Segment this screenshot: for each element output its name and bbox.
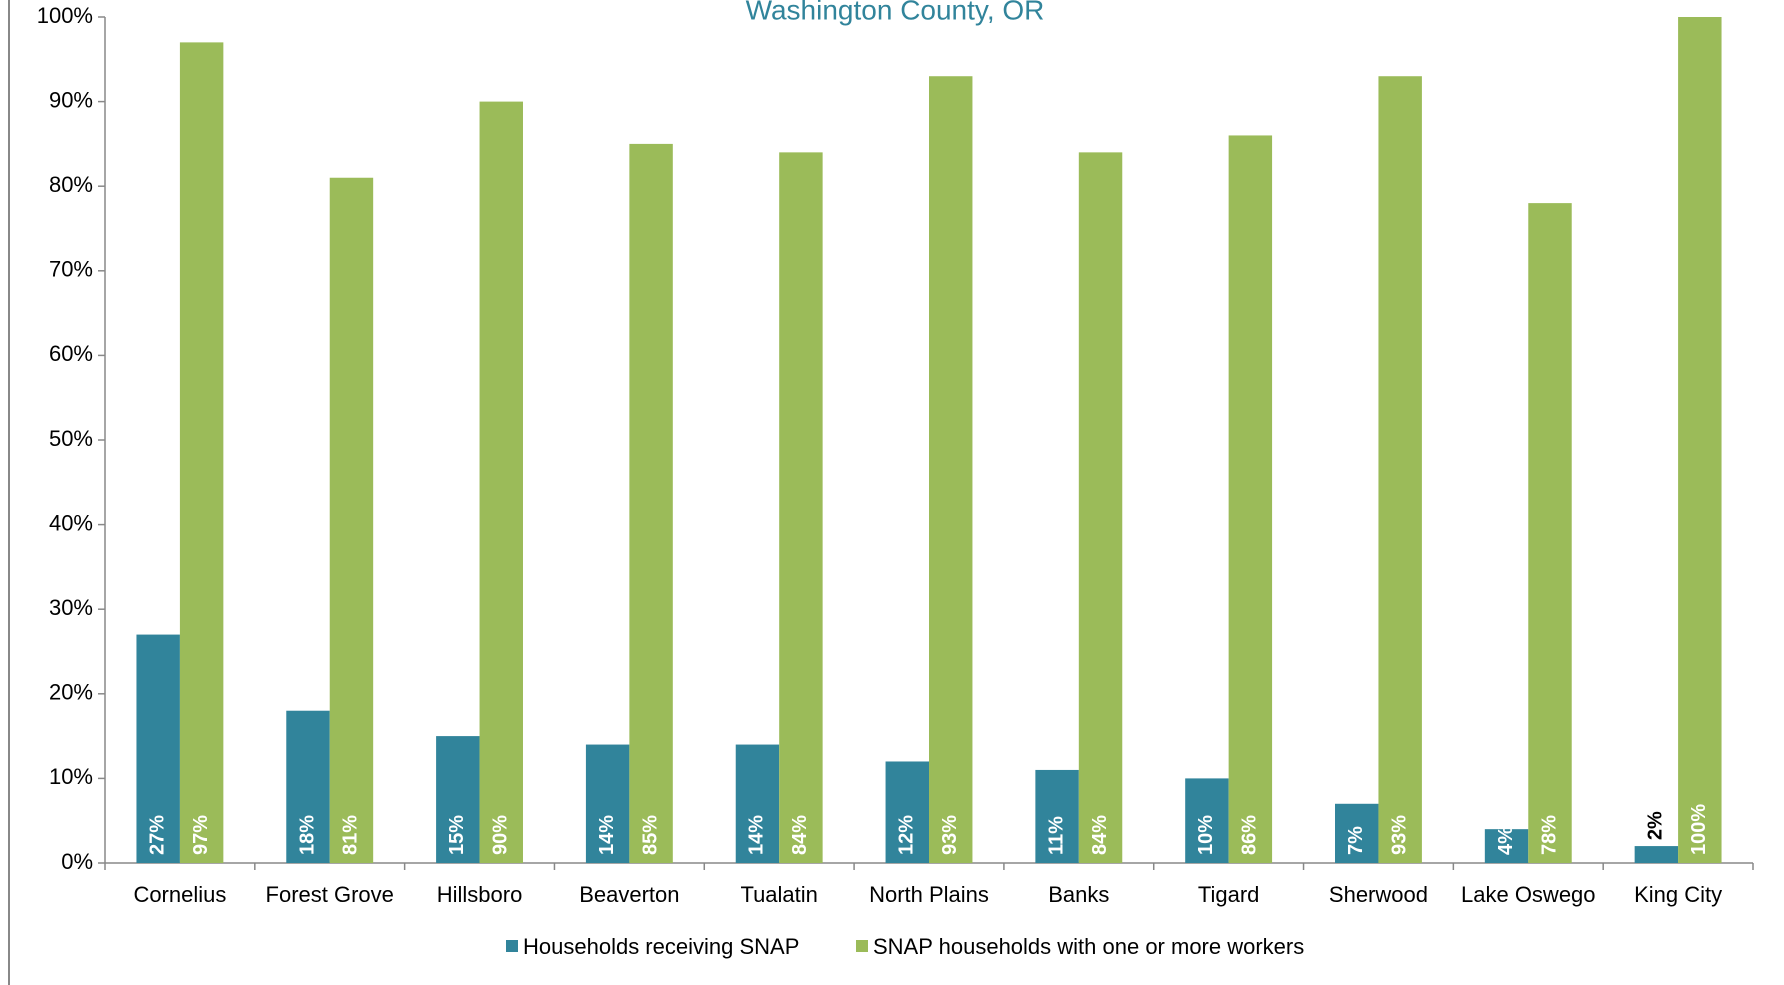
y-tick-label: 70% [49, 257, 93, 282]
y-tick-label: 60% [49, 341, 93, 366]
value-label: 85% [639, 815, 661, 855]
x-tick-label: Cornelius [133, 882, 226, 907]
x-tick-label: Tualatin [740, 882, 817, 907]
bar [1228, 135, 1273, 863]
value-label: 78% [1538, 815, 1560, 855]
bar [1484, 829, 1529, 863]
value-label: 84% [789, 815, 811, 855]
y-tick-label: 100% [37, 3, 93, 28]
bar [286, 710, 330, 863]
bar [479, 101, 523, 864]
value-label: 86% [1239, 815, 1261, 855]
value-label: 93% [1388, 815, 1410, 855]
bar [136, 634, 180, 863]
bar [1678, 17, 1722, 863]
bar [179, 42, 224, 863]
legend-label: SNAP households with one or more workers [873, 934, 1304, 959]
x-tick-label: Lake Oswego [1461, 882, 1596, 907]
legend-swatch [856, 940, 868, 952]
bar [1335, 803, 1379, 863]
bar [329, 177, 374, 864]
y-tick-label: 80% [49, 172, 93, 197]
x-tick-label: Sherwood [1329, 882, 1428, 907]
value-label: 84% [1089, 815, 1111, 855]
x-tick-label: Banks [1048, 882, 1109, 907]
y-tick-label: 40% [49, 510, 93, 535]
bar [1035, 769, 1079, 863]
bar [1185, 778, 1229, 863]
value-label: 93% [939, 815, 961, 855]
value-label: 7% [1345, 826, 1367, 855]
x-tick-label: North Plains [869, 882, 989, 907]
value-label: 15% [446, 815, 468, 855]
bar [885, 761, 929, 863]
legend-label: Households receiving SNAP [523, 934, 799, 959]
bar [1528, 203, 1572, 863]
value-label: 14% [596, 815, 618, 855]
bar [929, 76, 973, 864]
value-label: 11% [1045, 816, 1067, 855]
value-label: 81% [340, 815, 362, 855]
bar [1634, 846, 1679, 863]
chart-title: Washington County, OR [746, 0, 1045, 25]
y-tick-label: 20% [49, 680, 93, 705]
x-tick-label: Hillsboro [437, 882, 523, 907]
y-tick-label: 10% [49, 764, 93, 789]
x-tick-label: King City [1634, 882, 1722, 907]
value-label: 14% [746, 815, 768, 855]
value-label: 18% [296, 815, 318, 855]
x-tick-label: Beaverton [579, 882, 679, 907]
value-label: 4% [1495, 826, 1517, 855]
value-label: 27% [146, 815, 168, 855]
value-label: 97% [190, 815, 212, 855]
value-label: 12% [896, 815, 918, 855]
bar [1378, 76, 1422, 864]
bar [436, 736, 480, 863]
value-label: 10% [1195, 815, 1217, 855]
y-tick-label: 0% [61, 849, 93, 874]
value-label: 100% [1688, 804, 1710, 855]
y-tick-label: 30% [49, 595, 93, 620]
legend-swatch [506, 940, 518, 952]
x-tick-label: Tigard [1198, 882, 1260, 907]
bar [779, 152, 823, 864]
bar [629, 143, 673, 863]
y-tick-label: 50% [49, 426, 93, 451]
bar [1078, 152, 1123, 864]
bar [585, 744, 630, 863]
bar [735, 744, 780, 863]
x-tick-label: Forest Grove [266, 882, 394, 907]
value-label: 90% [490, 815, 512, 855]
value-label: 2% [1645, 811, 1667, 840]
y-tick-label: 90% [49, 87, 93, 112]
